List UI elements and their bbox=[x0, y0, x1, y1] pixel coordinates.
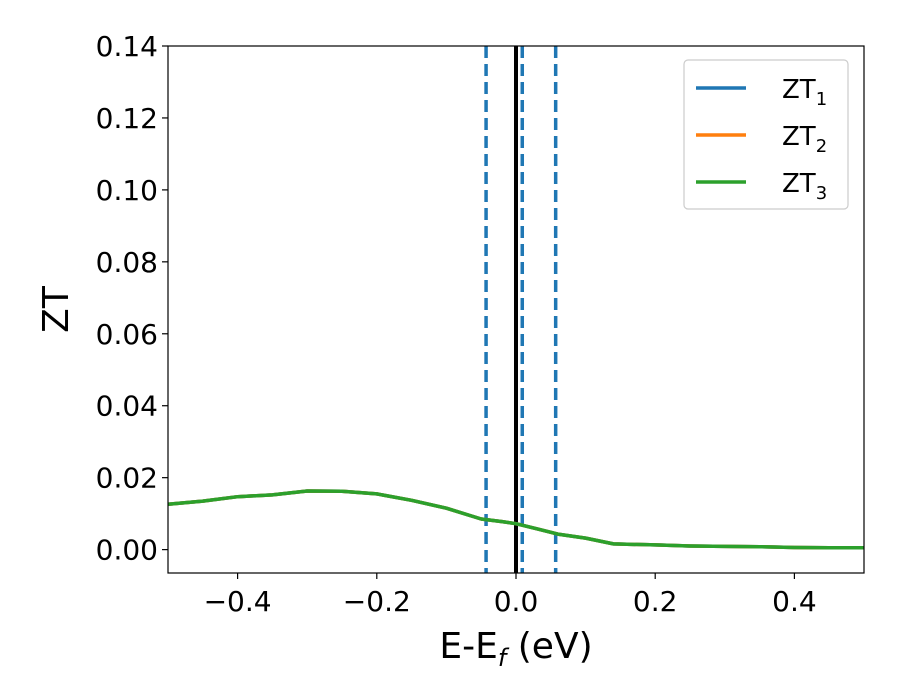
legend: ZT1 ZT2 ZT3 bbox=[683, 59, 849, 210]
y-tick-label: 0.04 bbox=[96, 390, 158, 423]
y-tick-label: 0.12 bbox=[96, 102, 158, 135]
x-axis-label: E-Ef (eV) bbox=[439, 626, 592, 672]
x-tick-label: 0.4 bbox=[772, 585, 817, 618]
y-tick-label: 0.10 bbox=[96, 174, 158, 207]
legend-label-2: ZT2 bbox=[782, 122, 827, 157]
x-tick-label: 0.2 bbox=[633, 585, 678, 618]
x-tick-label: −0.2 bbox=[343, 585, 411, 618]
y-axis-label: ZT bbox=[36, 285, 77, 333]
x-tick-label: −0.4 bbox=[204, 585, 272, 618]
y-tick-label: 0.00 bbox=[96, 534, 158, 567]
legend-box bbox=[683, 59, 849, 210]
x-axis-ticks: −0.4 −0.2 0.0 0.2 0.4 bbox=[204, 573, 817, 618]
x-tick-label: 0.0 bbox=[494, 585, 539, 618]
legend-label-1: ZT1 bbox=[782, 75, 827, 110]
plot-area-frame bbox=[167, 45, 865, 574]
reference-lines bbox=[484, 46, 558, 573]
series-line-3 bbox=[167, 489, 864, 550]
series-lines bbox=[167, 489, 864, 550]
y-tick-label: 0.08 bbox=[96, 246, 158, 279]
legend-label-3: ZT3 bbox=[782, 169, 827, 204]
y-axis-ticks: 0.00 0.02 0.04 0.06 0.08 0.10 0.12 0.14 bbox=[96, 30, 168, 567]
y-tick-label: 0.02 bbox=[96, 462, 158, 495]
y-tick-label: 0.14 bbox=[96, 30, 158, 63]
y-tick-label: 0.06 bbox=[96, 318, 158, 351]
